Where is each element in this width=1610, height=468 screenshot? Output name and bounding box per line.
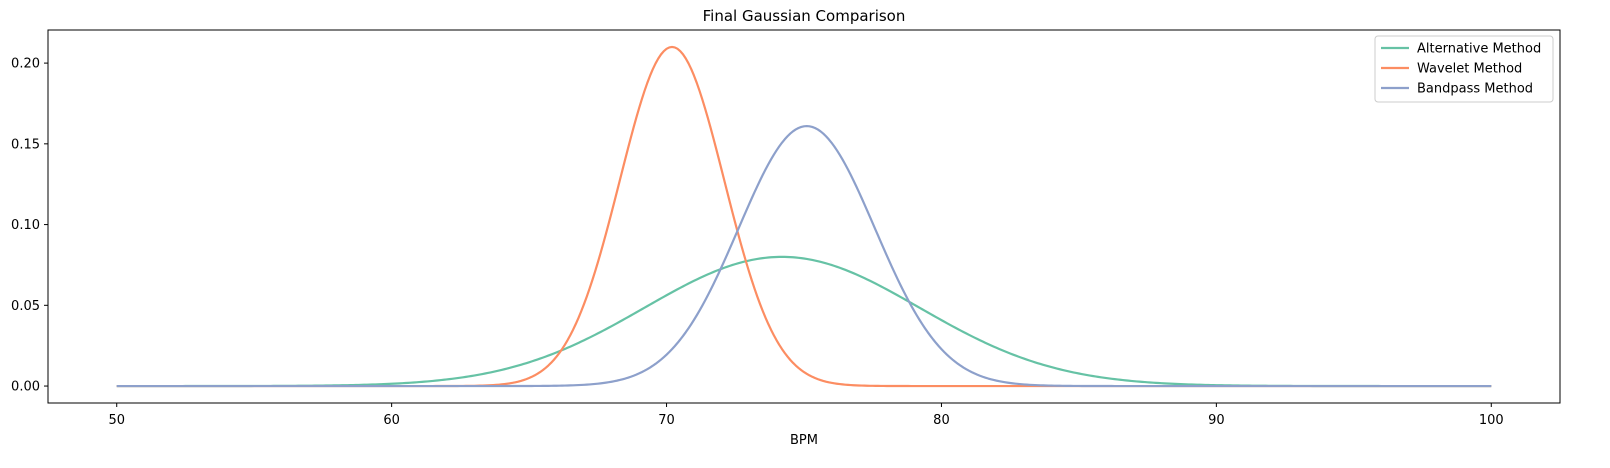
legend-box xyxy=(1374,35,1554,103)
series-line-3 xyxy=(116,124,1492,388)
y-tick-label: 0.00 xyxy=(11,380,40,395)
legend-label: Bandpass Method xyxy=(1417,82,1533,97)
axes-frame xyxy=(47,29,1561,404)
x-tick-label: 70 xyxy=(658,413,675,428)
y-tick-label: 0.15 xyxy=(11,137,40,152)
series-line-2 xyxy=(116,45,1492,388)
y-tick-label: 0.05 xyxy=(11,299,40,314)
x-axis-label: BPM xyxy=(790,433,818,448)
x-tick-label: 90 xyxy=(1208,413,1225,428)
legend-label: Wavelet Method xyxy=(1417,62,1522,77)
legend: Alternative Method Wavelet Method Bandpass… xyxy=(1374,35,1554,103)
x-tick-label: 80 xyxy=(933,413,950,428)
y-tick-label: 0.10 xyxy=(11,218,40,233)
legend-label: Alternative Method xyxy=(1417,42,1541,57)
x-tick-label: 100 xyxy=(1479,413,1504,428)
plot-area: 50 60 70 80 90 100 0.00 0.05 0.10 0.15 0.20 xyxy=(11,29,1561,428)
x-tick-label: 50 xyxy=(108,413,125,428)
x-tick-label: 60 xyxy=(383,413,400,428)
y-tick-label: 0.20 xyxy=(11,57,40,72)
chart-title: Final Gaussian Comparison xyxy=(703,7,906,25)
series-line-1 xyxy=(116,255,1492,388)
